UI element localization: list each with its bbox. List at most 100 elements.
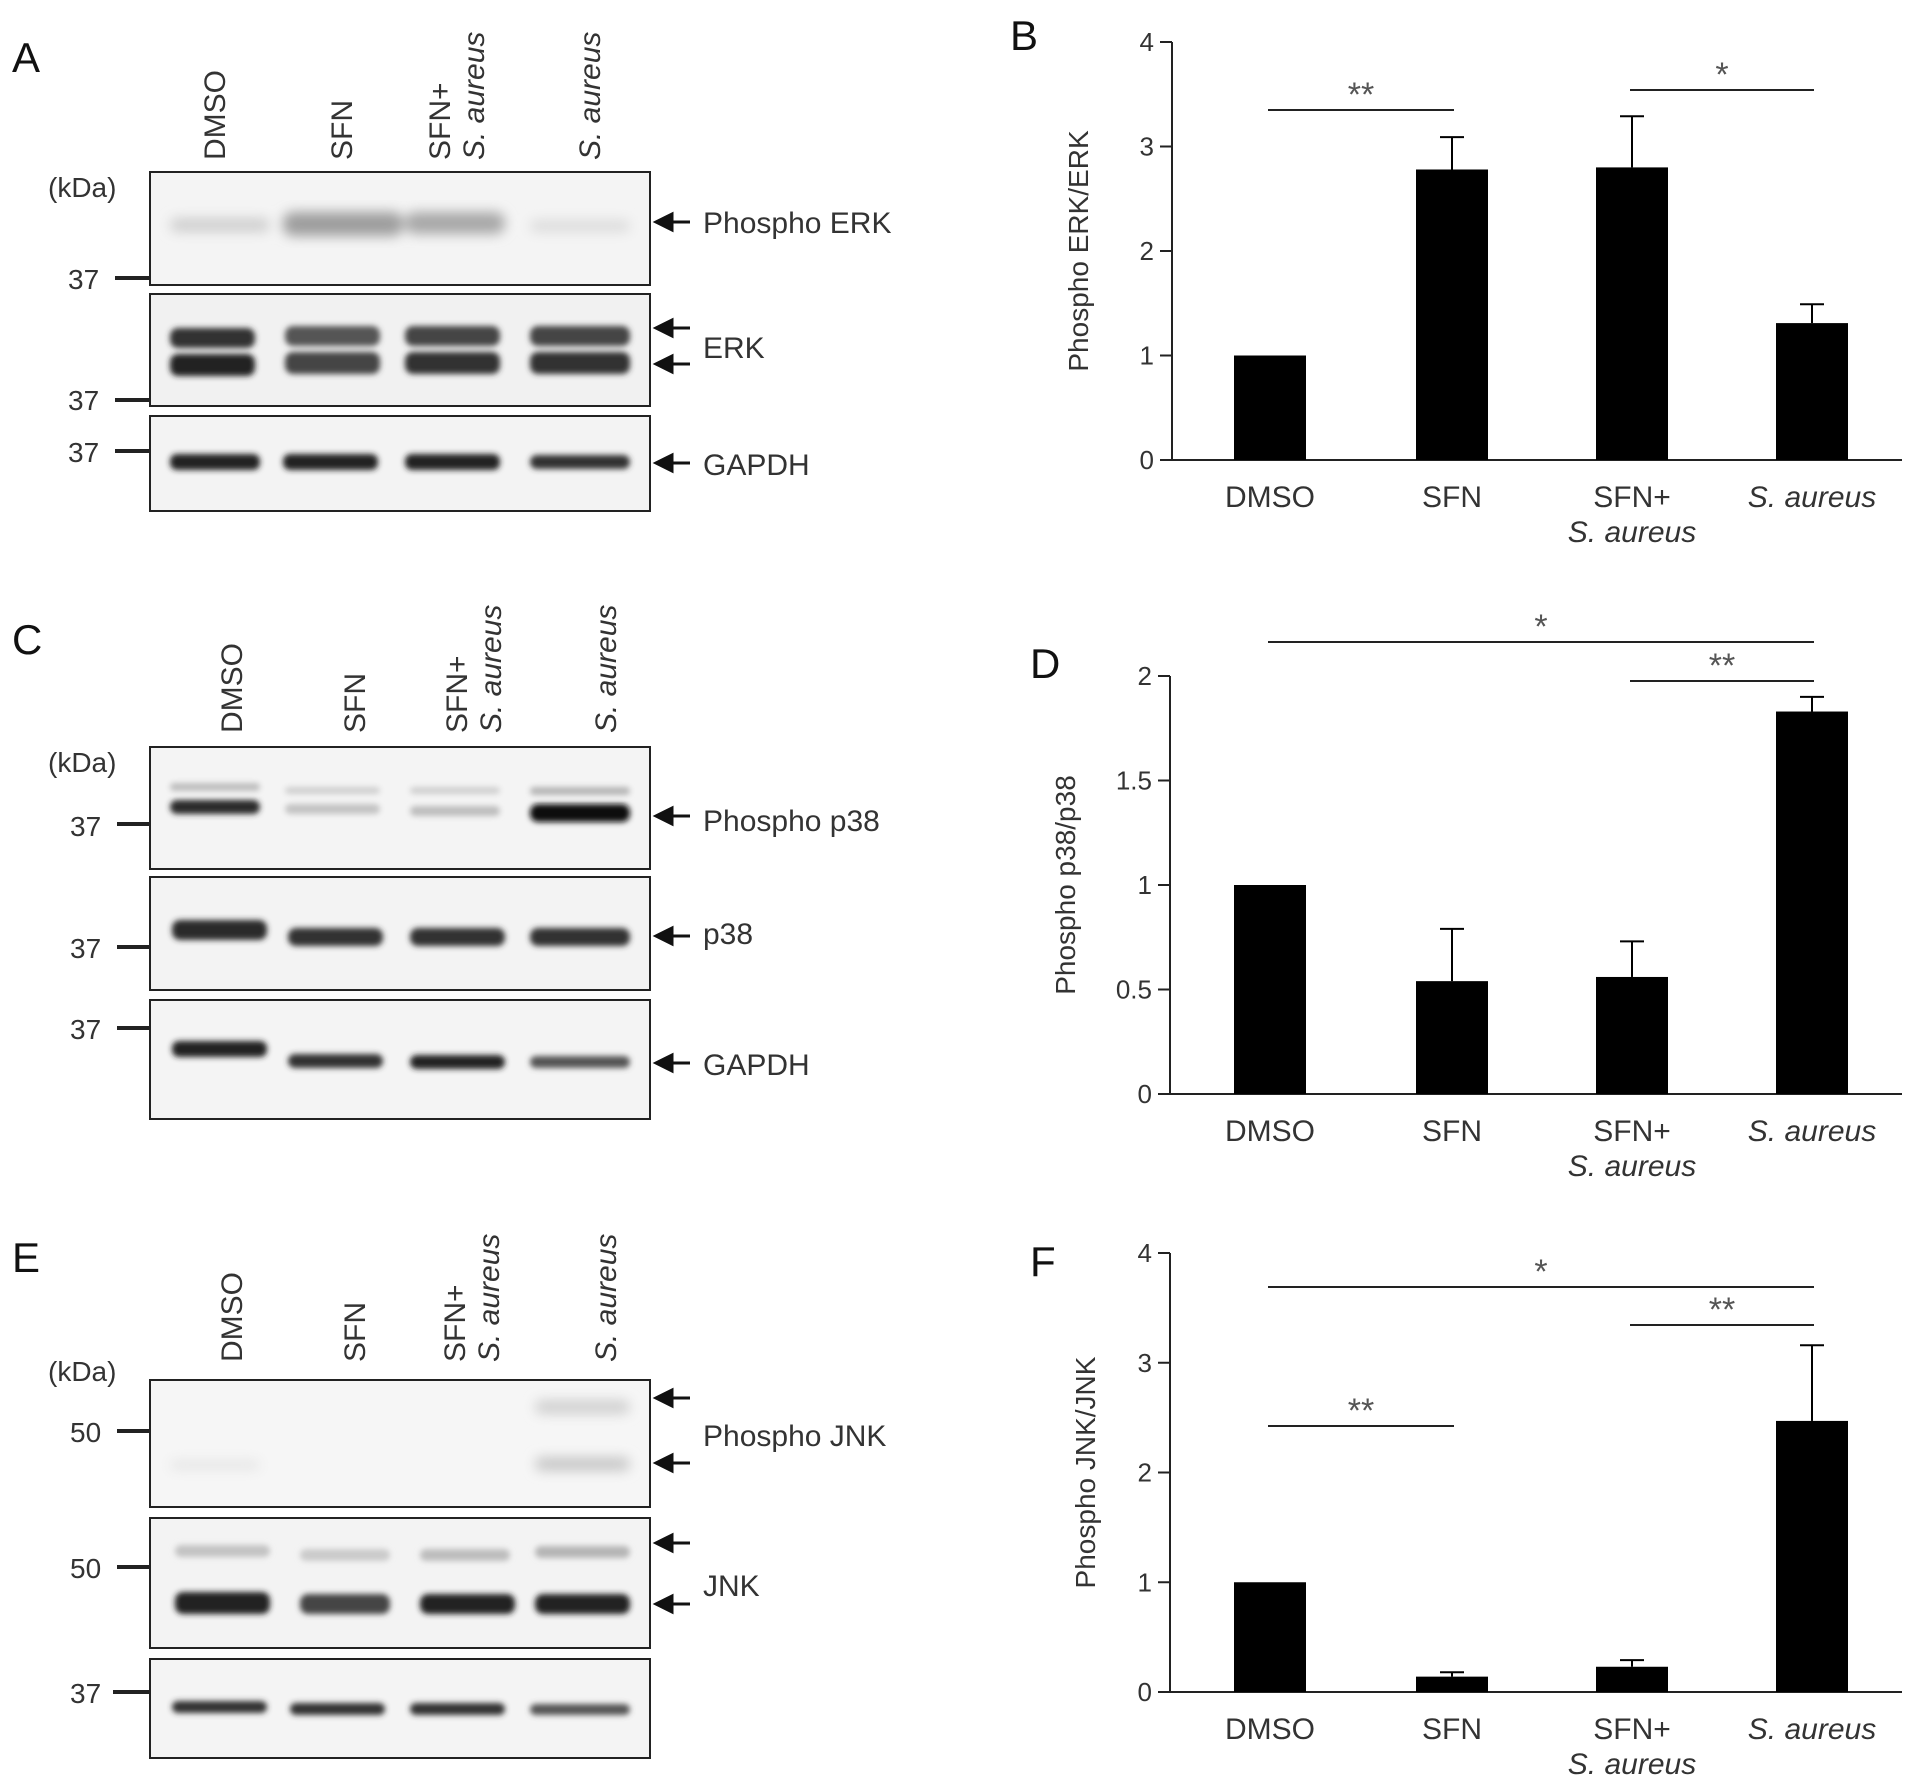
category-label-1: SFN	[1422, 481, 1482, 514]
bar-3	[1776, 323, 1848, 460]
y-tick-label: 0	[1140, 445, 1154, 475]
category-label-3: S. aureus	[1748, 1115, 1876, 1148]
bands-erk	[170, 326, 630, 376]
significance-label: **	[1709, 647, 1735, 685]
marker-phospho-jnk: 50	[70, 1417, 101, 1448]
panel-letter-b: B	[1010, 12, 1038, 59]
lane-label-sfn-plus-sub-e: S. aureus	[473, 1234, 506, 1362]
category-label-0: DMSO	[1225, 1115, 1315, 1148]
y-tick-label: 4	[1140, 27, 1154, 57]
category-label-1: SFN	[1422, 1713, 1482, 1746]
lane-label-sfn-plus-e: SFN+	[439, 1284, 472, 1362]
significance-label: *	[1534, 608, 1547, 646]
arrows-c	[652, 805, 690, 1074]
bar-1	[1416, 169, 1488, 461]
y-tick-label: 2	[1138, 661, 1152, 691]
y-tick-label: 1	[1138, 870, 1152, 900]
y-tick-label: 0.5	[1116, 975, 1152, 1005]
y-tick-label: 1	[1138, 1567, 1152, 1597]
category-label-3: S. aureus	[1748, 481, 1876, 514]
marker-jnk: 50	[70, 1553, 101, 1584]
lane-label-s-aureus-e: S. aureus	[590, 1234, 623, 1362]
arrows-e	[652, 1387, 690, 1615]
lane-label-sfn-plus-sub: S. aureus	[458, 32, 491, 160]
blot-box-phospho-jnk	[149, 1379, 651, 1508]
lane-label-sfn-plus-sub-c: S. aureus	[475, 605, 508, 733]
category-sublabel-2: S. aureus	[1568, 1150, 1696, 1183]
marker-erk: 37	[68, 385, 99, 416]
row-label-erk: ERK	[703, 332, 765, 365]
lane-label-s-aureus: S. aureus	[574, 32, 607, 160]
bands-gapdh	[170, 454, 630, 470]
bar-1	[1416, 981, 1488, 1094]
bar-3	[1776, 1420, 1848, 1692]
y-tick-label: 0	[1138, 1079, 1152, 1109]
panel-letter-e: E	[12, 1234, 40, 1281]
category-label-2: SFN+	[1593, 1115, 1671, 1148]
significance-label: *	[1534, 1253, 1547, 1291]
bands-phospho-erk	[170, 212, 630, 236]
row-label-phospho-jnk: Phospho JNK	[703, 1420, 886, 1453]
bands-p38	[172, 920, 630, 946]
panel-letter-c: C	[12, 616, 42, 663]
lane-label-sfn-e: SFN	[339, 1302, 372, 1362]
category-sublabel-2: S. aureus	[1568, 1748, 1696, 1778]
significance-label: **	[1348, 76, 1374, 114]
row-label-gapdh: GAPDH	[703, 449, 810, 482]
category-label-0: DMSO	[1225, 481, 1315, 514]
y-tick-label: 2	[1138, 1458, 1152, 1488]
category-label-0: DMSO	[1225, 1713, 1315, 1746]
category-sublabel-2: S. aureus	[1568, 516, 1696, 549]
bands-phospho-jnk	[170, 1400, 630, 1471]
blot-box-erk	[149, 293, 651, 407]
row-label-phospho-p38: Phospho p38	[703, 805, 880, 838]
bar-3	[1776, 711, 1848, 1094]
y-tick-label: 2	[1140, 236, 1154, 266]
panel-letter-d: D	[1030, 640, 1060, 687]
bar-0	[1234, 885, 1306, 1094]
y-axis-title: Phospho p38/p38	[1050, 775, 1081, 995]
arrows-a	[652, 211, 690, 474]
category-label-2: SFN+	[1593, 481, 1671, 514]
lane-label-sfn-plus: SFN+	[424, 82, 457, 160]
row-label-phospho-erk: Phospho ERK	[703, 207, 891, 240]
blot-panel-c: C DMSO SFN SFN+ S. aureus S. aureus (kDa…	[12, 605, 880, 1120]
row-label-gapdh-c: GAPDH	[703, 1049, 810, 1082]
bar-2	[1596, 976, 1668, 1094]
significance-label: **	[1709, 1291, 1735, 1329]
y-tick-label: 3	[1138, 1348, 1152, 1378]
y-tick-label: 4	[1138, 1238, 1152, 1268]
y-axis-title: Phospho JNK/JNK	[1070, 1356, 1101, 1588]
bar-2	[1596, 167, 1668, 460]
bar-0	[1234, 355, 1306, 460]
bar-0	[1234, 1582, 1306, 1692]
kda-label: (kDa)	[48, 172, 116, 203]
y-tick-label: 0	[1138, 1677, 1152, 1707]
lane-label-sfn-plus-c: SFN+	[441, 655, 474, 733]
marker-phospho-p38: 37	[70, 811, 101, 842]
lane-label-s-aureus-c: S. aureus	[590, 605, 623, 733]
panel-letter-a: A	[12, 34, 40, 81]
y-axis-title: Phospho ERK/ERK	[1063, 130, 1094, 372]
lane-label-sfn-c: SFN	[339, 673, 372, 733]
marker-loading-e: 37	[70, 1678, 101, 1709]
lane-label-dmso-e: DMSO	[216, 1272, 249, 1362]
panel-letter-f: F	[1030, 1238, 1056, 1285]
bar-2	[1596, 1666, 1668, 1692]
category-label-3: S. aureus	[1748, 1713, 1876, 1746]
y-tick-label: 1.5	[1116, 766, 1152, 796]
significance-label: **	[1348, 1392, 1374, 1430]
lane-label-dmso-c: DMSO	[216, 643, 249, 733]
y-tick-label: 1	[1140, 341, 1154, 371]
row-label-jnk: JNK	[703, 1570, 760, 1603]
lane-label-dmso: DMSO	[199, 70, 232, 160]
bands-jnk	[175, 1545, 630, 1614]
kda-label-c: (kDa)	[48, 747, 116, 778]
bands-loading-e	[172, 1701, 630, 1715]
category-label-2: SFN+	[1593, 1713, 1671, 1746]
blot-panel-a: A DMSO SFN SFN+ S. aureus S. aureus (kDa…	[12, 32, 891, 512]
y-tick-label: 3	[1140, 132, 1154, 162]
